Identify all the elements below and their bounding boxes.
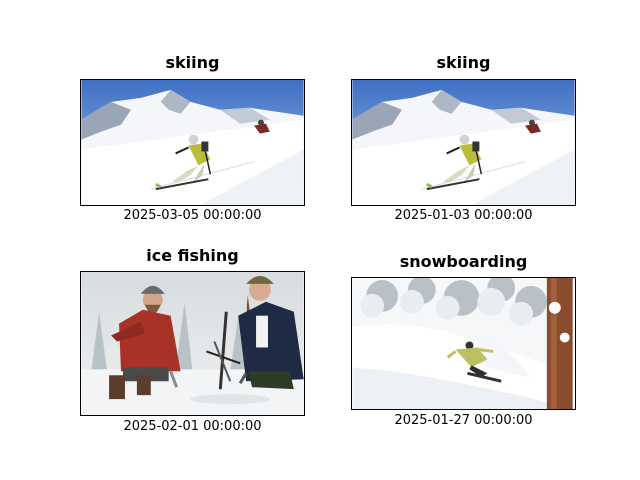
panel-skiing-1: skiing 2025-03-05 00:00:00 xyxy=(80,54,305,226)
panel-ice-fishing: ice fishing 2025-02-01 00:00:00 xyxy=(80,247,305,437)
skier-photo xyxy=(351,79,576,206)
panel-caption: 2025-01-03 00:00:00 xyxy=(394,208,533,223)
skier-photo xyxy=(80,79,305,206)
panel-snowboarding: snowboarding 2025-01-27 00:00:00 xyxy=(351,253,576,433)
panel-title: skiing xyxy=(165,53,220,72)
panel-caption: 2025-03-05 00:00:00 xyxy=(123,208,262,223)
snowboarder-photo xyxy=(351,277,576,410)
panel-skiing-2: skiing 2025-01-03 00:00:00 xyxy=(351,54,576,226)
ice-fishing-photo xyxy=(80,271,305,416)
panel-title: snowboarding xyxy=(399,252,528,271)
panel-caption: 2025-02-01 00:00:00 xyxy=(123,419,262,434)
panel-caption: 2025-01-27 00:00:00 xyxy=(394,413,533,428)
panel-title: skiing xyxy=(436,53,491,72)
panel-title: ice fishing xyxy=(146,246,239,265)
